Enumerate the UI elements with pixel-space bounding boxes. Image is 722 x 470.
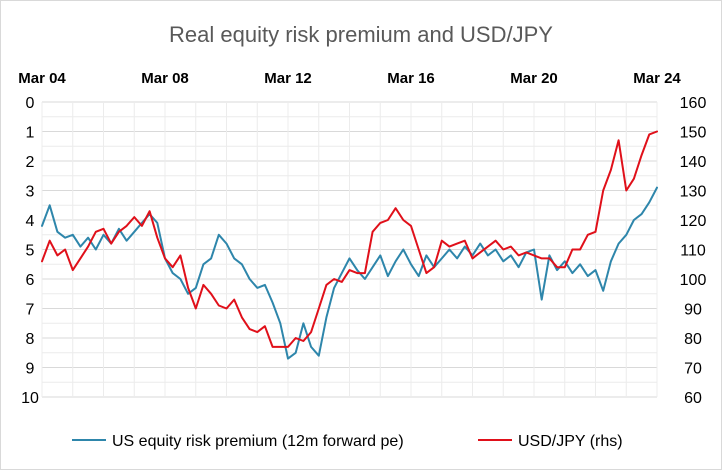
y-axis-right-ticks: 160 150 140 130 120 110 100 90 80 70 60	[680, 95, 707, 407]
y-right-tick-label: 130	[680, 184, 707, 201]
y-left-tick-label: 5	[26, 243, 35, 260]
y-right-tick-label: 120	[680, 213, 707, 230]
y-right-tick-label: 110	[680, 243, 706, 260]
y-left-tick-label: 1	[26, 125, 35, 142]
y-left-tick-label: 6	[26, 272, 35, 289]
y-right-tick-label: 70	[684, 361, 702, 378]
grid-lines	[41, 101, 658, 398]
legend-label: USD/JPY (rhs)	[518, 433, 623, 450]
y-right-tick-label: 60	[684, 390, 702, 407]
y-right-tick-label: 100	[680, 272, 707, 289]
y-right-tick-label: 140	[680, 154, 707, 171]
series-lines	[41, 130, 658, 360]
legend-label: US equity risk premium (12m forward pe)	[112, 433, 404, 450]
y-left-tick-label: 9	[26, 361, 35, 378]
y-left-tick-label: 4	[26, 213, 35, 230]
y-right-tick-label: 160	[680, 95, 707, 112]
y-axis-left-ticks: 0 1 2 3 4 5 6 7 8 9 10	[21, 95, 39, 407]
y-left-tick-label: 8	[26, 331, 35, 348]
x-tick-label: Mar 12	[264, 70, 312, 87]
legend: US equity risk premium (12m forward pe) U…	[72, 433, 623, 450]
y-right-tick-label: 90	[684, 302, 702, 319]
y-left-tick-label: 10	[21, 390, 39, 407]
x-tick-label: Mar 24	[633, 70, 681, 87]
y-right-tick-label: 80	[684, 331, 702, 348]
y-left-tick-label: 3	[26, 184, 35, 201]
x-tick-label: Mar 04	[18, 70, 66, 87]
x-tick-label: Mar 08	[141, 70, 189, 87]
y-left-tick-label: 7	[26, 302, 35, 319]
y-left-tick-label: 0	[26, 95, 35, 112]
x-tick-label: Mar 20	[510, 70, 558, 87]
x-axis-ticks: Mar 04 Mar 08 Mar 12 Mar 16 Mar 20 Mar 24	[18, 70, 681, 87]
series-line-2	[41, 130, 658, 348]
y-left-tick-label: 2	[26, 154, 35, 171]
x-tick-label: Mar 16	[387, 70, 435, 87]
y-right-tick-label: 150	[680, 125, 707, 142]
chart-title: Real equity risk premium and USD/JPY	[169, 22, 553, 47]
